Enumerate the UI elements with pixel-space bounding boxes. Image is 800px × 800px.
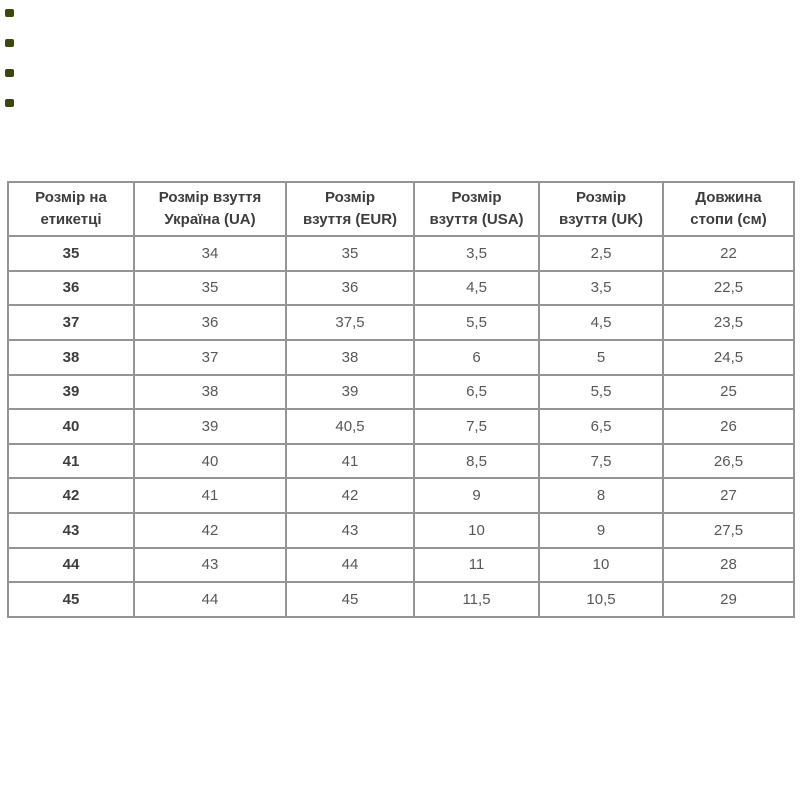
table-cell: 7,5	[413, 408, 540, 445]
table-row: 42 41 42 9 8 27	[7, 477, 795, 514]
table-cell: 25	[662, 373, 795, 411]
table-row: 35 34 35 3,5 2,5 22	[7, 235, 795, 272]
table-cell: 6	[413, 338, 540, 376]
table-cell: 44	[133, 581, 287, 618]
table-cell: 45	[285, 581, 415, 618]
table-cell: 42	[133, 512, 287, 549]
table-cell: 38	[285, 338, 415, 376]
table-cell: 11,5	[413, 581, 540, 618]
row-label-cell: 42	[7, 477, 135, 514]
table-cell: 5,5	[538, 373, 664, 411]
row-label-cell: 35	[7, 235, 135, 272]
row-label-cell: 38	[7, 338, 135, 376]
table-cell: 2,5	[538, 235, 664, 272]
artifact-mark	[5, 9, 14, 17]
table-body: 35 34 35 3,5 2,5 22 36 35 36 4,5 3,5 22,…	[7, 235, 795, 618]
table-cell: 10	[413, 512, 540, 549]
artifact-mark	[5, 39, 14, 47]
row-label-cell: 37	[7, 304, 135, 341]
table-cell: 35	[285, 235, 415, 272]
shoe-size-conversion-table: Розмір на етикетці Розмір взуття Україна…	[7, 181, 795, 618]
table-cell: 34	[133, 235, 287, 272]
table-cell: 26,5	[662, 442, 795, 480]
row-label-cell: 39	[7, 373, 135, 411]
table-cell: 28	[662, 546, 795, 584]
table-cell: 35	[133, 269, 287, 307]
table-cell: 27,5	[662, 512, 795, 549]
table-cell: 38	[133, 373, 287, 411]
table-cell: 4,5	[538, 304, 664, 341]
table-cell: 40,5	[285, 408, 415, 445]
table-cell: 39	[285, 373, 415, 411]
table-cell: 41	[285, 442, 415, 480]
table-cell: 36	[133, 304, 287, 341]
column-header-label-size: Розмір на етикетці	[7, 181, 135, 237]
table-cell: 11	[413, 546, 540, 584]
table-cell: 8	[538, 477, 664, 514]
table-cell: 29	[662, 581, 795, 618]
table-cell: 41	[133, 477, 287, 514]
table-cell: 23,5	[662, 304, 795, 341]
table-cell: 22	[662, 235, 795, 272]
table-row: 41 40 41 8,5 7,5 26,5	[7, 442, 795, 480]
table-cell: 9	[538, 512, 664, 549]
table-cell: 37	[133, 338, 287, 376]
row-label-cell: 43	[7, 512, 135, 549]
column-header-foot-length: Довжина стопи (см)	[662, 181, 795, 237]
table-cell: 42	[285, 477, 415, 514]
table-cell: 22,5	[662, 269, 795, 307]
table-row: 45 44 45 11,5 10,5 29	[7, 581, 795, 618]
table-cell: 36	[285, 269, 415, 307]
artifact-mark	[5, 99, 14, 107]
column-header-eur-size: Розмір взуття (EUR)	[285, 181, 415, 237]
row-label-cell: 36	[7, 269, 135, 307]
table-cell: 8,5	[413, 442, 540, 480]
table-cell: 3,5	[538, 269, 664, 307]
table-cell: 7,5	[538, 442, 664, 480]
artifact-mark	[5, 69, 14, 77]
table-cell: 37,5	[285, 304, 415, 341]
table-cell: 5	[538, 338, 664, 376]
table-cell: 4,5	[413, 269, 540, 307]
table-cell: 43	[133, 546, 287, 584]
table-cell: 6,5	[538, 408, 664, 445]
table-cell: 5,5	[413, 304, 540, 341]
table-cell: 44	[285, 546, 415, 584]
column-header-ua-size: Розмір взуття Україна (UA)	[133, 181, 287, 237]
row-label-cell: 41	[7, 442, 135, 480]
row-label-cell: 45	[7, 581, 135, 618]
header-row: Розмір на етикетці Розмір взуття Україна…	[7, 181, 795, 237]
table-cell: 24,5	[662, 338, 795, 376]
table-header: Розмір на етикетці Розмір взуття Україна…	[7, 181, 795, 237]
table-cell: 10,5	[538, 581, 664, 618]
table-row: 44 43 44 11 10 28	[7, 546, 795, 584]
table-cell: 6,5	[413, 373, 540, 411]
table-row: 38 37 38 6 5 24,5	[7, 338, 795, 376]
row-label-cell: 44	[7, 546, 135, 584]
table-cell: 3,5	[413, 235, 540, 272]
table-row: 43 42 43 10 9 27,5	[7, 512, 795, 549]
table-cell: 40	[133, 442, 287, 480]
column-header-usa-size: Розмір взуття (USA)	[413, 181, 540, 237]
table-row: 39 38 39 6,5 5,5 25	[7, 373, 795, 411]
table-cell: 9	[413, 477, 540, 514]
table-cell: 10	[538, 546, 664, 584]
table-cell: 43	[285, 512, 415, 549]
table-row: 37 36 37,5 5,5 4,5 23,5	[7, 304, 795, 341]
table-cell: 26	[662, 408, 795, 445]
row-label-cell: 40	[7, 408, 135, 445]
table-cell: 39	[133, 408, 287, 445]
table-cell: 27	[662, 477, 795, 514]
table-row: 36 35 36 4,5 3,5 22,5	[7, 269, 795, 307]
column-header-uk-size: Розмір взуття (UK)	[538, 181, 664, 237]
table-row: 40 39 40,5 7,5 6,5 26	[7, 408, 795, 445]
